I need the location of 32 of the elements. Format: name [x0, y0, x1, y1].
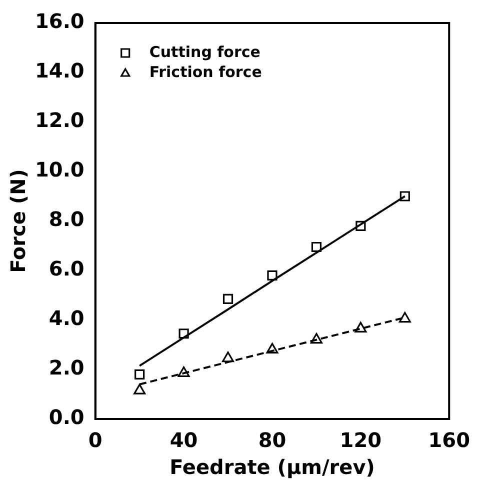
x-tick-label: 80 [258, 428, 286, 452]
point [222, 352, 234, 362]
y-axis-title: Force (N) [6, 169, 30, 273]
x-tick-label: 0 [88, 428, 102, 452]
point [400, 191, 410, 202]
y-tick-label: 0.0 [48, 405, 84, 430]
point [134, 369, 145, 380]
legend-label: Cutting force [149, 42, 260, 61]
point [267, 270, 278, 280]
x-tick-label: 40 [170, 428, 198, 452]
x-tick-label: 120 [340, 428, 382, 452]
point [398, 312, 411, 323]
x-axis-title: Feedrate (μm/rev) [170, 455, 375, 480]
y-tick-label: 8.0 [48, 207, 84, 232]
point [356, 220, 366, 231]
y-tick-label: 6.0 [48, 256, 84, 281]
point [134, 384, 146, 394]
point [178, 328, 189, 339]
y-tick-label: 12.0 [34, 108, 84, 132]
point [266, 342, 278, 354]
y-tick-label: 16.0 [34, 9, 84, 34]
point [354, 322, 367, 332]
y-tick-label: 14.0 [34, 58, 84, 83]
y-tick-label: 4.0 [48, 306, 84, 330]
point [222, 294, 234, 304]
point [310, 333, 322, 344]
point [311, 242, 322, 252]
y-tick-label: 2.0 [48, 356, 84, 380]
y-tick-label: 10.0 [34, 158, 84, 182]
x-tick-label: 160 [428, 428, 470, 452]
point [178, 366, 190, 378]
legend-label: Friction force [149, 62, 262, 81]
